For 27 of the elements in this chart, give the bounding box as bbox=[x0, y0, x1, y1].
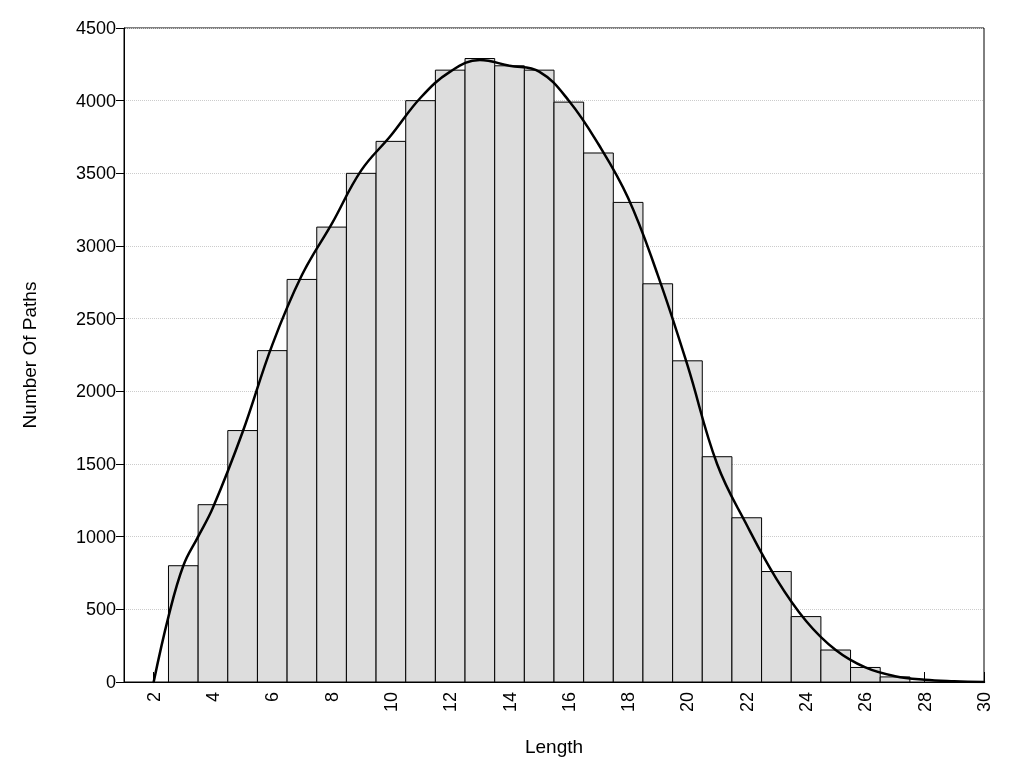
y-tick-label: 0 bbox=[105, 672, 116, 692]
x-tick-label: 26 bbox=[855, 692, 876, 713]
x-tick-label: 2 bbox=[143, 692, 164, 703]
x-axis-title: Length bbox=[524, 736, 584, 757]
x-tick-label: 16 bbox=[558, 692, 579, 713]
y-tick-label: 1000 bbox=[75, 526, 116, 547]
x-tick-label: 8 bbox=[321, 692, 342, 703]
y-tick-label: 4500 bbox=[75, 18, 116, 38]
y-tick-label: 2500 bbox=[75, 308, 116, 329]
y-tick-label: 3000 bbox=[75, 236, 116, 256]
y-axis-title: Number Of Paths bbox=[19, 281, 40, 429]
x-tick-label: 10 bbox=[380, 692, 401, 713]
y-tick-label: 3500 bbox=[75, 163, 116, 184]
x-tick-label: 6 bbox=[262, 692, 283, 703]
x-tick-label: 18 bbox=[618, 692, 639, 713]
y-tick-label: 500 bbox=[85, 599, 116, 620]
x-tick-label: 12 bbox=[440, 692, 461, 713]
y-tick-label: 4000 bbox=[75, 90, 116, 111]
x-tick-label: 30 bbox=[974, 692, 994, 713]
x-tick-label: 28 bbox=[914, 692, 935, 713]
x-tick-label: 4 bbox=[202, 692, 223, 703]
x-tick-label: 24 bbox=[796, 692, 817, 713]
x-tick-label: 20 bbox=[677, 692, 698, 713]
y-tick-label: 1500 bbox=[75, 454, 116, 474]
y-tick-label: 2000 bbox=[75, 381, 116, 402]
x-tick-label: 22 bbox=[736, 692, 757, 713]
x-tick-label: 14 bbox=[499, 692, 520, 713]
